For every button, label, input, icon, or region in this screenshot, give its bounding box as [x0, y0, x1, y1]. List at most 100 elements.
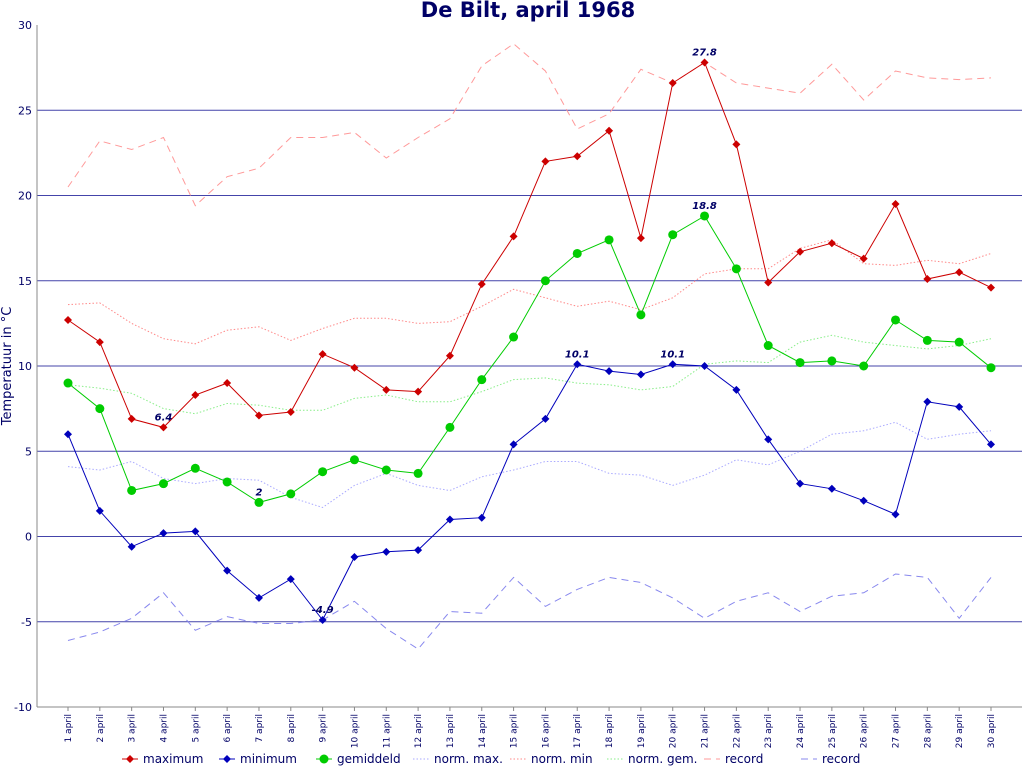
y-axis-label: Temperatuur in °C [0, 307, 15, 427]
grid [37, 109, 1022, 623]
x-tick-label: 17 april [573, 714, 583, 748]
data-point [318, 467, 328, 477]
data-point [64, 315, 72, 324]
x-tick-label: 2 april [96, 714, 106, 743]
x-tick-label: 29 april [955, 714, 965, 748]
data-point [605, 367, 614, 376]
legend-label: minimum [240, 752, 297, 766]
series-line [67, 239, 992, 345]
x-tick-label: 14 april [478, 714, 488, 748]
x-tick-label: 23 april [764, 714, 774, 748]
data-point [668, 360, 677, 369]
axes [36, 25, 1022, 708]
data-point [700, 211, 710, 221]
legend-label: record [822, 752, 860, 766]
x-tick-label: 9 april [319, 714, 329, 743]
data-point [796, 247, 805, 256]
data-point [668, 230, 678, 240]
data-point [414, 546, 423, 555]
data-point [541, 157, 550, 166]
data-point [732, 140, 741, 149]
data-point [572, 248, 582, 258]
data-point [827, 356, 837, 366]
x-tick-label: 12 april [414, 714, 424, 748]
data-point [95, 404, 105, 414]
data-point [509, 440, 518, 449]
markers [63, 58, 996, 625]
data-point [732, 385, 741, 394]
data-point [923, 275, 932, 284]
x-tick-label: 30 april [987, 714, 997, 748]
x-tick-label: 3 april [128, 714, 138, 743]
data-point [254, 497, 264, 507]
data-label: 27.8 [692, 48, 717, 59]
x-tick-label: 1 april [64, 714, 74, 743]
y-tick-label: 30 [18, 19, 32, 32]
x-tick-label: 13 april [446, 714, 456, 748]
data-point [222, 477, 232, 487]
data-point [254, 411, 263, 420]
data-point [540, 276, 550, 286]
data-point [158, 479, 168, 489]
series-line [67, 573, 992, 650]
data-point [159, 423, 168, 432]
x-tick-label: 21 april [701, 714, 711, 748]
data-point [573, 360, 582, 369]
x-tick-label: 18 april [605, 714, 615, 748]
data-point [445, 422, 455, 432]
y-tick-label: 10 [18, 360, 32, 373]
data-point [955, 268, 964, 277]
data-point [286, 575, 295, 584]
legend: maximum minimum gemiddeld norm. max. norm. m… [122, 752, 860, 766]
data-point [350, 552, 359, 561]
data-point [190, 463, 200, 473]
data-point [159, 529, 168, 538]
data-point [191, 527, 200, 536]
data-point [636, 234, 645, 243]
series-lines [67, 43, 992, 650]
data-point [891, 200, 900, 209]
x-tick-label: 16 april [541, 714, 551, 748]
data-point [987, 440, 995, 449]
data-label: 18.8 [692, 201, 717, 212]
data-label: 10.1 [565, 349, 590, 360]
data-point [986, 363, 996, 373]
legend-marker [319, 754, 329, 764]
data-label: 2 [255, 487, 262, 498]
data-point [95, 506, 104, 515]
series-line [67, 215, 992, 503]
data-point [859, 496, 868, 505]
data-point [477, 513, 486, 522]
data-point [763, 341, 773, 351]
x-tick-label: 4 april [159, 714, 169, 743]
y-tick-label: 15 [18, 275, 32, 288]
data-point [700, 58, 709, 67]
data-point [477, 280, 486, 289]
data-point [764, 278, 773, 287]
data-label: -4.9 [312, 605, 334, 616]
y-tick-label: 5 [25, 445, 32, 458]
x-tick-label: 27 april [892, 714, 902, 748]
data-point [891, 510, 900, 519]
y-tick-label: 20 [18, 190, 32, 203]
data-point [604, 235, 614, 245]
data-point [573, 152, 582, 161]
series-line [67, 421, 992, 509]
data-point [445, 515, 454, 524]
data-point [254, 593, 263, 602]
data-point [922, 335, 932, 345]
data-label: 6.4 [155, 412, 173, 423]
data-point [700, 362, 709, 370]
annotations: 10.1 10.1 27.8 18.8 6.4 2 -4.9 [155, 48, 717, 617]
data-point [509, 232, 518, 241]
data-point [923, 397, 932, 406]
data-point [191, 390, 200, 399]
data-label: 10.1 [660, 349, 685, 360]
data-point [509, 332, 519, 342]
data-point [318, 350, 327, 359]
data-point [987, 283, 995, 292]
data-point [827, 484, 836, 493]
data-point [413, 468, 423, 478]
x-tick-label: 19 april [637, 714, 647, 748]
data-point [477, 375, 487, 385]
